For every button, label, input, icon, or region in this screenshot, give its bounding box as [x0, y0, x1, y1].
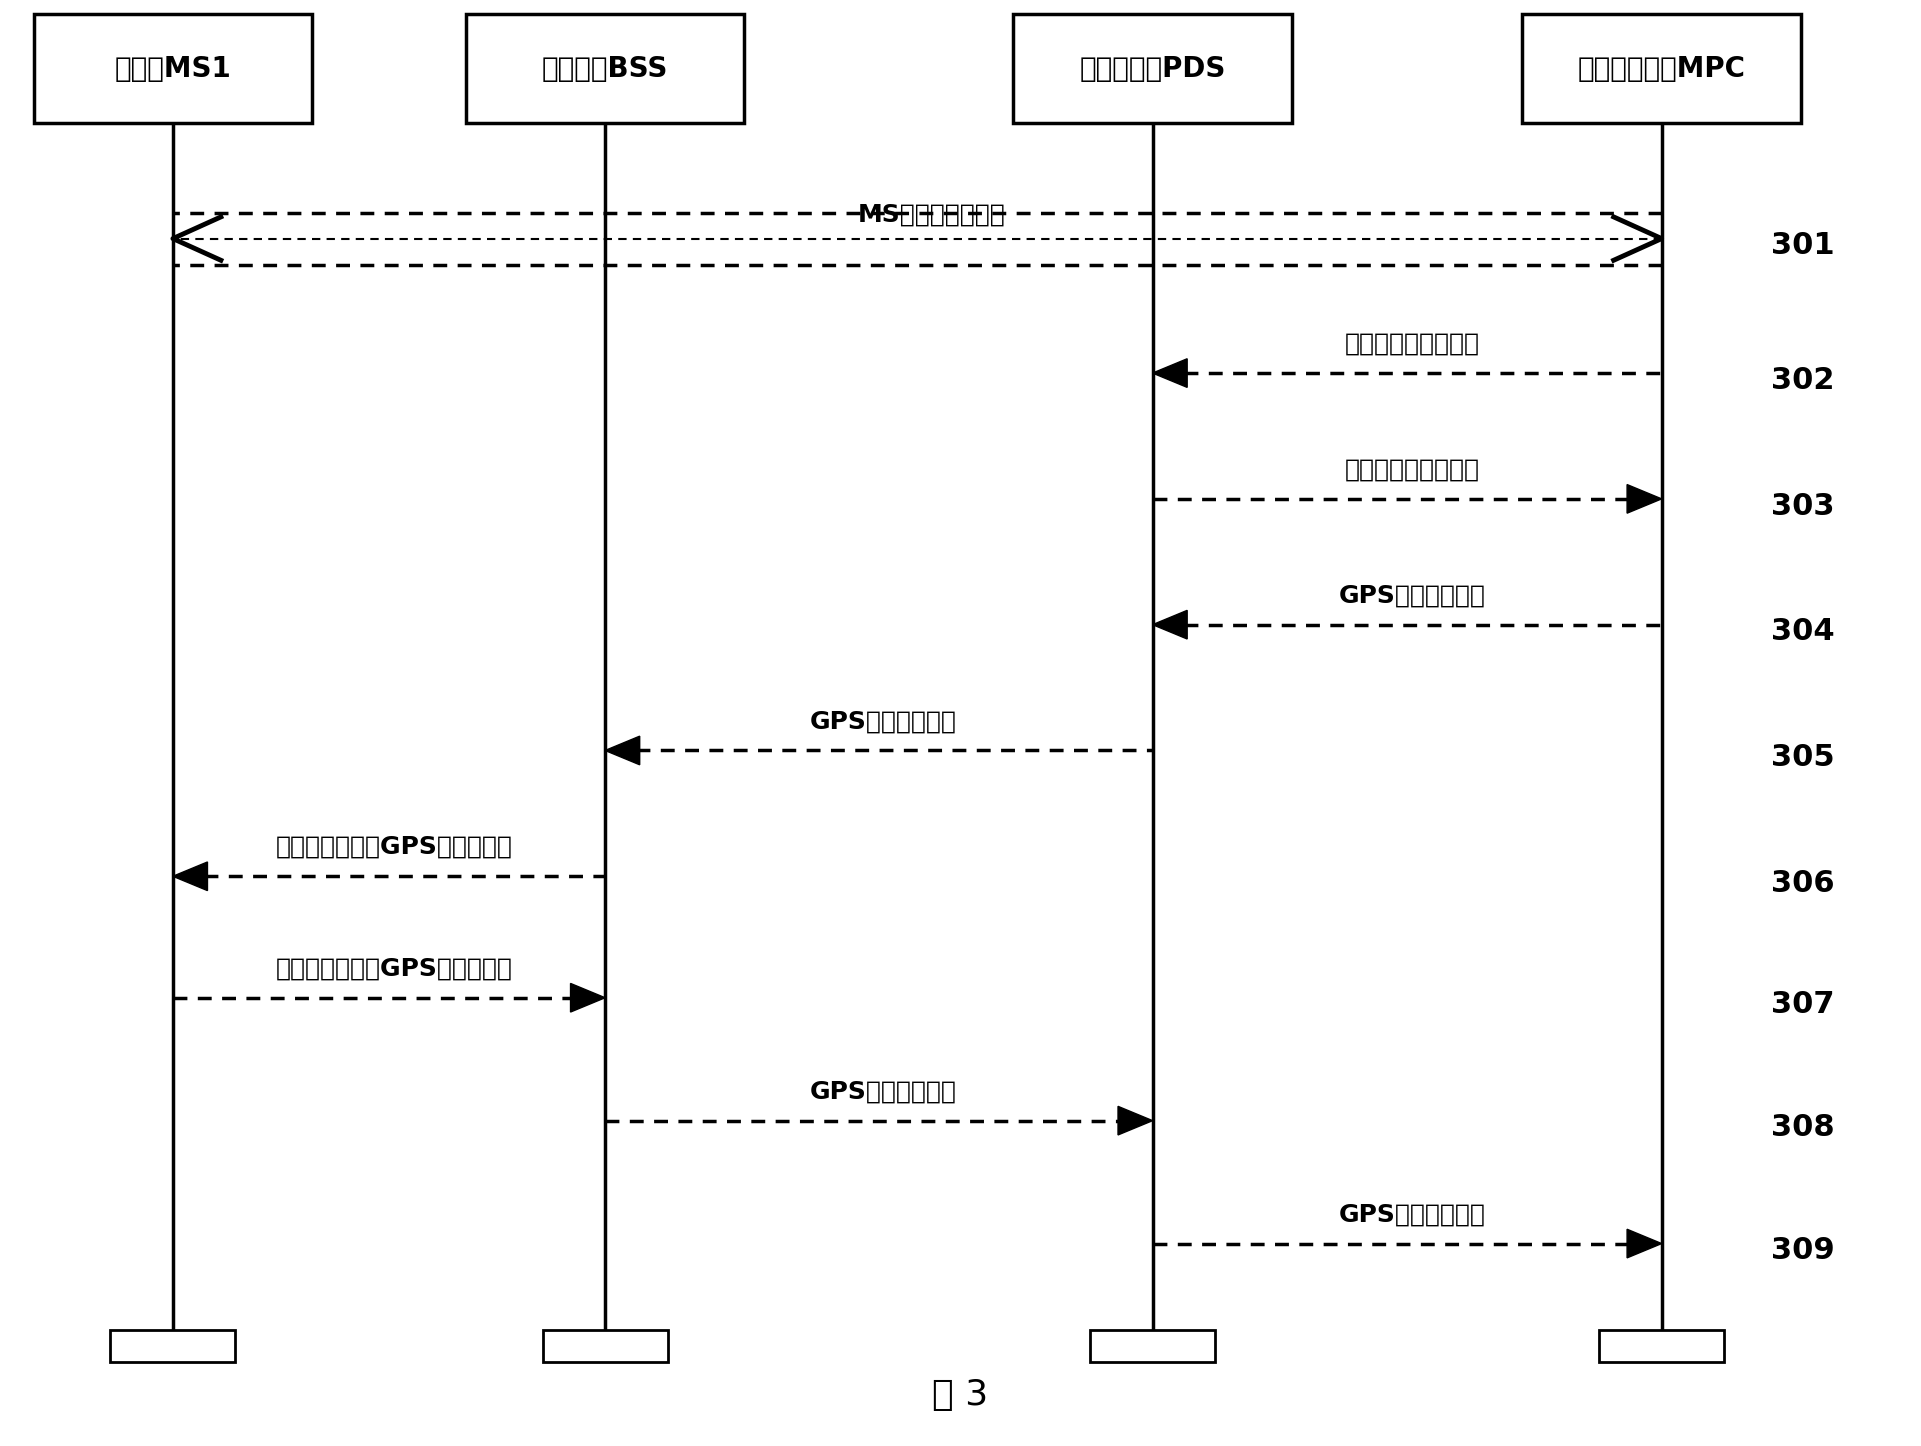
Text: 307: 307 — [1771, 991, 1835, 1019]
Text: 基站系统BSS: 基站系统BSS — [542, 55, 669, 82]
Polygon shape — [1627, 1229, 1662, 1258]
Polygon shape — [1153, 359, 1187, 388]
Polygon shape — [173, 862, 207, 891]
Text: GPS定位响应消息: GPS定位响应消息 — [811, 1079, 957, 1103]
Text: 移动台状态请求消息: 移动台状态请求消息 — [1345, 331, 1479, 356]
Text: 移动定位中心MPC: 移动定位中心MPC — [1577, 55, 1746, 82]
Text: 302: 302 — [1771, 366, 1835, 395]
Text: 305: 305 — [1771, 743, 1835, 772]
Text: 移动台状态响应消息: 移动台状态响应消息 — [1345, 457, 1479, 482]
Bar — [1521, 14, 1802, 123]
Text: GPS定位请求消息: GPS定位请求消息 — [811, 709, 957, 733]
Text: GPS定位响应消息: GPS定位响应消息 — [1339, 1202, 1485, 1226]
Text: 304: 304 — [1771, 617, 1835, 646]
Text: GPS定位请求消息: GPS定位请求消息 — [1339, 583, 1485, 607]
Bar — [1598, 1330, 1725, 1362]
Text: 309: 309 — [1771, 1236, 1835, 1265]
Text: 301: 301 — [1771, 231, 1835, 260]
Text: 303: 303 — [1771, 492, 1835, 521]
Polygon shape — [571, 983, 605, 1012]
Polygon shape — [605, 736, 640, 765]
Text: 数据突发消息（GPS定位信息）: 数据突发消息（GPS定位信息） — [275, 956, 513, 980]
Bar — [1091, 1330, 1214, 1362]
Polygon shape — [1153, 610, 1187, 639]
Bar — [1014, 14, 1291, 123]
Text: 图 3: 图 3 — [932, 1378, 989, 1413]
Text: 调度服务器PDS: 调度服务器PDS — [1080, 55, 1226, 82]
Bar — [33, 14, 311, 123]
Bar — [109, 1330, 234, 1362]
Polygon shape — [1627, 484, 1662, 513]
Bar — [542, 1330, 669, 1362]
Text: 308: 308 — [1771, 1113, 1835, 1142]
Text: MS处于组呼通话中: MS处于组呼通话中 — [859, 202, 1005, 227]
Bar — [465, 14, 743, 123]
Polygon shape — [1118, 1106, 1153, 1135]
Text: 306: 306 — [1771, 869, 1835, 898]
Text: 数据突发消息（GPS定位请求）: 数据突发消息（GPS定位请求） — [275, 834, 513, 859]
Text: 移动台MS1: 移动台MS1 — [115, 55, 231, 82]
